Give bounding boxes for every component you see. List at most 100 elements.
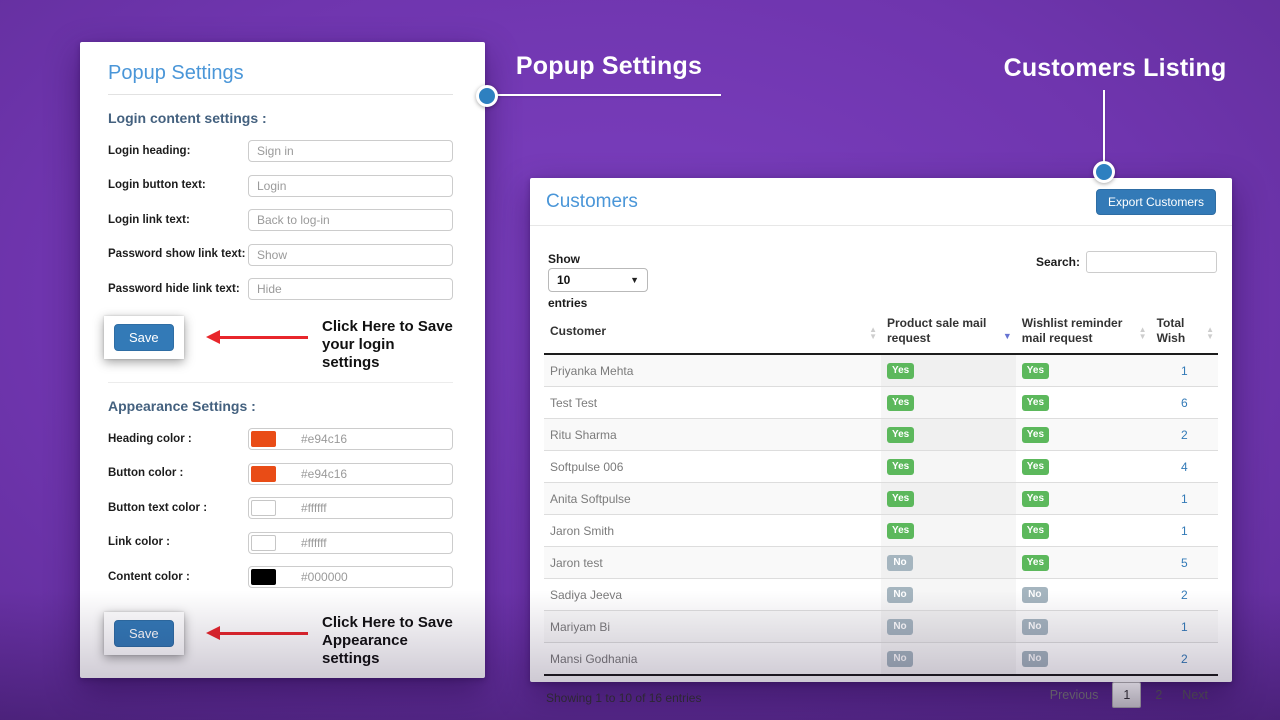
total-wish-link[interactable]: 5 — [1180, 555, 1188, 570]
wishlist-reminder-badge: No — [1021, 619, 1048, 635]
pagination-next[interactable]: Next — [1182, 688, 1208, 702]
table-row: Softpulse 006 Yes Yes 4 — [544, 450, 1218, 483]
note-line: your login settings — [322, 336, 395, 371]
link-color-swatch[interactable] — [251, 534, 276, 551]
sort-icon: ▲ ▼ — [1206, 324, 1214, 341]
total-wish-cell: 2 — [1150, 578, 1218, 611]
total-wish-cell: 2 — [1150, 418, 1218, 451]
product-sale-cell: Yes — [881, 514, 1016, 547]
column-label: Product sale mail request — [887, 316, 987, 345]
color-field — [248, 531, 453, 554]
product-sale-cell: Yes — [881, 418, 1016, 451]
wishlist-reminder-badge: Yes — [1021, 491, 1050, 507]
heading-color-swatch[interactable] — [251, 431, 276, 447]
table-header-row: Customer ▲▼ Product sale mail request ▲▼… — [544, 312, 1218, 355]
save-login-button[interactable]: Save — [114, 324, 174, 351]
form-row: Password hide link text: — [108, 278, 453, 300]
column-label: Customer — [550, 323, 607, 338]
popup-settings-callout-label: Popup Settings — [515, 52, 703, 80]
note-line: Click Here to Save — [322, 318, 453, 335]
column-header-total-wish[interactable]: Total Wish ▲ ▼ — [1150, 312, 1218, 355]
login-button-text-label: Login button text: — [108, 179, 206, 191]
content-color-label: Content color : — [108, 570, 190, 583]
wishlist-reminder-badge: Yes — [1021, 363, 1050, 379]
pagination-page-1[interactable]: 1 — [1112, 682, 1142, 708]
form-row: Password show link text: — [108, 243, 453, 266]
total-wish-link[interactable]: 2 — [1180, 651, 1188, 666]
wishlist-reminder-cell: Yes — [1015, 450, 1151, 483]
button-text-color-input[interactable] — [248, 497, 453, 519]
search-input[interactable] — [1086, 251, 1217, 273]
page-length-select[interactable]: 10 ▼ — [548, 268, 648, 292]
form-row: Login button text: — [108, 174, 453, 197]
save-appearance-button[interactable]: Save — [114, 620, 174, 647]
total-wish-cell: 1 — [1150, 354, 1218, 387]
total-wish-link[interactable]: 2 — [1180, 587, 1188, 602]
product-sale-cell: No — [881, 578, 1016, 611]
wishlist-reminder-cell: Yes — [1015, 418, 1151, 451]
password-show-link-input[interactable] — [248, 243, 453, 266]
total-wish-link[interactable]: 2 — [1180, 427, 1188, 442]
login-heading-input[interactable] — [248, 140, 453, 162]
search-label: Search: — [1035, 255, 1080, 269]
note-line: Click Here to Save — [322, 614, 453, 631]
login-link-text-input[interactable] — [248, 209, 453, 231]
pagination-previous[interactable]: Previous — [1049, 688, 1099, 702]
save-appearance-note: Click Here to Save Appearance settings — [322, 614, 453, 668]
column-label: Wishlist reminder mail request — [1021, 316, 1123, 345]
red-arrow-icon — [206, 330, 308, 344]
customer-name-cell: Mansi Godhania — [544, 642, 881, 676]
total-wish-cell: 2 — [1150, 642, 1218, 676]
product-sale-badge: Yes — [887, 427, 915, 443]
content-color-swatch[interactable] — [251, 569, 276, 585]
form-row: Content color : — [108, 566, 453, 588]
customer-name-cell: Mariyam Bi — [544, 610, 881, 643]
column-header-wishlist-reminder-mail-request[interactable]: Wishlist reminder mail request ▲ ▼ — [1015, 312, 1151, 355]
total-wish-link[interactable]: 1 — [1180, 363, 1188, 378]
customer-name-cell: Priyanka Mehta — [544, 354, 881, 387]
total-wish-link[interactable]: 1 — [1180, 491, 1188, 506]
column-header-product-sale-mail-request[interactable]: Product sale mail request ▲▼ — [881, 312, 1016, 355]
product-sale-badge: Yes — [887, 523, 915, 539]
customer-name-cell: Jaron test — [544, 546, 881, 579]
content-color-input[interactable] — [248, 566, 453, 588]
table-row: Jaron Smith Yes Yes 1 — [544, 514, 1218, 547]
login-link-text-label: Login link text: — [108, 213, 190, 226]
total-wish-cell: 1 — [1150, 610, 1218, 643]
column-header-customer[interactable]: Customer ▲ ▼ — [544, 312, 881, 355]
link-color-input[interactable] — [248, 531, 453, 554]
login-button-text-input[interactable] — [248, 174, 453, 197]
product-sale-badge: Yes — [887, 491, 915, 507]
wishlist-reminder-cell: Yes — [1015, 546, 1151, 579]
export-customers-button[interactable]: Export Customers — [1095, 189, 1216, 215]
login-heading-label: Login heading: — [108, 144, 191, 157]
wishlist-reminder-cell: No — [1015, 610, 1151, 643]
product-sale-cell: No — [881, 610, 1016, 643]
product-sale-cell: No — [881, 546, 1016, 579]
entries-label: entries — [548, 296, 588, 310]
pagination-page-2[interactable]: 2 — [1155, 688, 1163, 702]
product-sale-cell: Yes — [881, 354, 1016, 387]
button-text-color-label: Button text color : — [108, 501, 208, 514]
wishlist-reminder-cell: No — [1015, 642, 1151, 676]
product-sale-badge: No — [887, 555, 913, 571]
button-color-input[interactable] — [248, 462, 453, 485]
customers-header: Customers Export Customers — [530, 178, 1232, 226]
divider — [108, 94, 453, 95]
password-hide-link-input[interactable] — [248, 278, 453, 300]
total-wish-link[interactable]: 6 — [1180, 395, 1188, 410]
total-wish-link[interactable]: 1 — [1180, 619, 1188, 634]
product-sale-cell: Yes — [881, 386, 1016, 419]
product-sale-cell: Yes — [881, 482, 1016, 515]
total-wish-link[interactable]: 4 — [1180, 459, 1188, 474]
total-wish-link[interactable]: 1 — [1180, 523, 1188, 538]
button-color-swatch[interactable] — [251, 465, 276, 482]
customers-title: Customers — [546, 191, 638, 212]
button-text-color-swatch[interactable] — [251, 500, 276, 516]
heading-color-input[interactable] — [248, 428, 453, 450]
total-wish-cell: 1 — [1150, 482, 1218, 515]
page-length-value: 10 — [557, 273, 571, 287]
form-row: Heading color : — [108, 428, 453, 450]
product-sale-badge: Yes — [887, 459, 915, 475]
customer-name-cell: Softpulse 006 — [544, 450, 881, 483]
